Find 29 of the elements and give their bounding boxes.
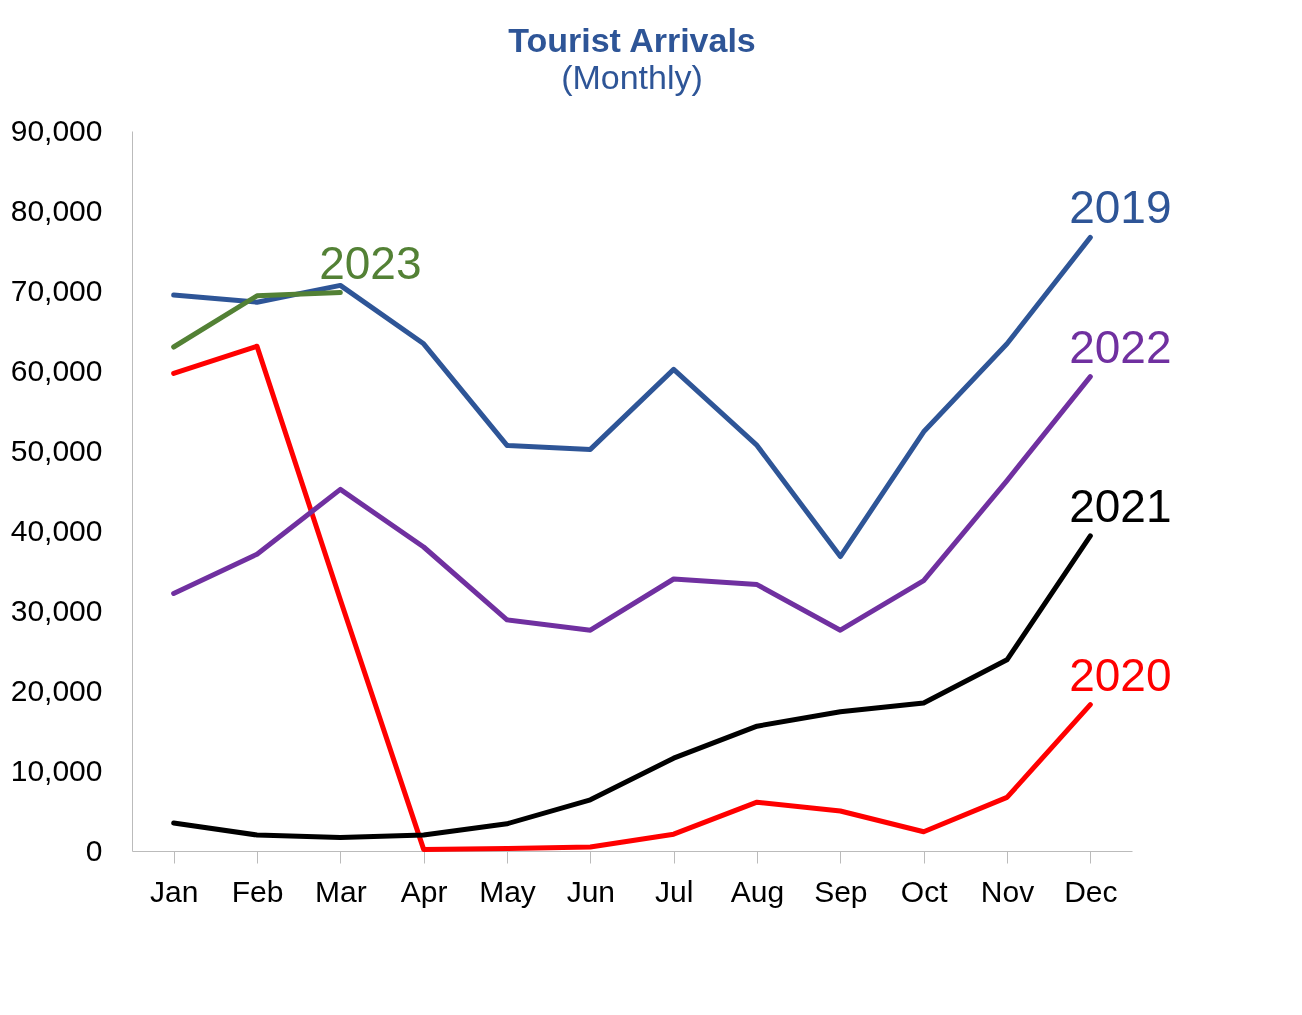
x-tick-label: Jun [566,874,616,908]
x-tick-label: Jul [654,874,694,908]
x-tick-label: Aug [730,874,785,908]
series-label: 2022 [1069,320,1172,373]
y-tick-label: 20,000 [10,673,103,707]
y-tick-label: 90,000 [10,113,103,147]
x-tick-label: Mar [315,874,367,908]
y-tick-label: 70,000 [10,273,103,307]
series-label: 2019 [1069,181,1172,234]
x-tick-label: Dec [1064,874,1118,908]
y-tick-label: 30,000 [10,593,103,627]
x-tick-label: May [479,874,536,908]
y-tick-label: 40,000 [10,513,103,547]
y-tick-label: 60,000 [10,353,103,387]
x-tick-label: Feb [231,874,284,908]
y-tick-label: 10,000 [10,753,103,787]
x-tick-label: Jan [149,874,199,908]
series-label: 2023 [319,236,422,289]
series-label: 2020 [1069,648,1172,701]
chart-subtitle: (Monthly) [561,58,703,96]
y-tick-label: 80,000 [10,193,103,227]
x-tick-label: Nov [980,874,1035,908]
chart-title: Tourist Arrivals [508,21,756,59]
x-tick-label: Oct [900,874,949,908]
y-tick-label: 50,000 [10,433,103,467]
y-tick-label: 0 [85,833,103,867]
x-tick-label: Sep [814,874,868,908]
series-label: 2021 [1069,479,1172,532]
x-tick-label: Apr [400,874,448,908]
